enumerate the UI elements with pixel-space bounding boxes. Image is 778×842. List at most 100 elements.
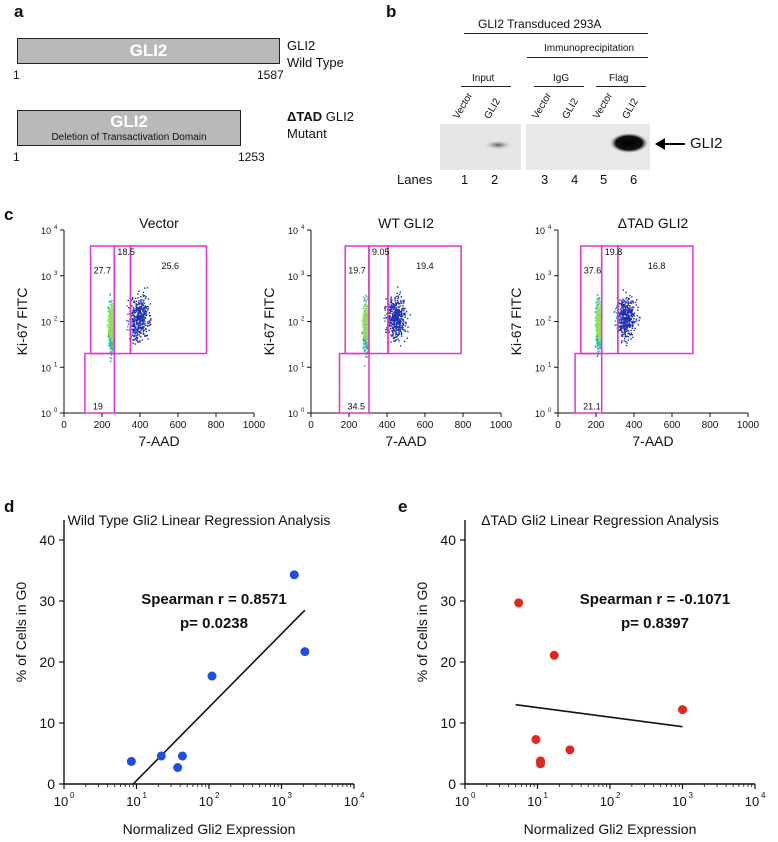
flow-event <box>112 333 115 336</box>
flow-event <box>362 337 365 340</box>
flow-event <box>111 314 113 316</box>
panel-letter-a: a <box>14 2 24 21</box>
flow-event <box>364 337 367 340</box>
flow-event <box>141 314 143 316</box>
flow-event <box>362 339 365 341</box>
flow-event <box>623 324 625 326</box>
flow-event <box>142 326 144 328</box>
x-tick-label: 0 <box>555 420 561 431</box>
flow-event <box>597 348 599 350</box>
gate-g0 <box>84 352 116 414</box>
flow-event <box>130 299 133 302</box>
flow-event <box>366 312 368 314</box>
data-point <box>173 763 183 773</box>
flow-event <box>600 343 602 346</box>
flow-event <box>405 322 407 325</box>
flow-event <box>110 316 112 318</box>
flow-event <box>145 307 147 310</box>
flow-event <box>397 286 399 288</box>
flow-event <box>385 331 387 334</box>
flow-event <box>142 291 145 294</box>
flow-event <box>366 323 368 325</box>
flow-event <box>110 337 113 340</box>
flow-event <box>401 328 403 331</box>
flow-event <box>148 322 150 325</box>
flow-event <box>133 319 135 322</box>
flow-event <box>625 297 627 300</box>
flow-event <box>365 312 367 315</box>
flow-event <box>631 310 633 312</box>
blot-image <box>440 124 650 170</box>
flow-event <box>132 325 135 327</box>
flow-event <box>388 330 390 333</box>
y-tick-exponent: 0 <box>301 408 305 414</box>
flow-event <box>630 306 632 309</box>
flow-event <box>397 328 400 330</box>
flow-event <box>147 307 149 310</box>
flow-event <box>620 302 622 304</box>
flow-event <box>109 356 112 359</box>
flow-event <box>596 328 598 330</box>
flow-event <box>625 341 627 343</box>
flow-event <box>141 303 144 305</box>
flow-event <box>135 318 137 321</box>
data-point <box>536 756 546 766</box>
arrow-label: GLI2 <box>690 135 723 152</box>
flow-event <box>626 342 628 344</box>
flow-event <box>139 332 142 334</box>
flow-event <box>111 326 113 328</box>
flow-event <box>134 338 136 340</box>
flow-event <box>137 331 139 333</box>
flow-event <box>390 298 392 300</box>
flow-event <box>148 324 151 327</box>
flow-event <box>617 320 620 322</box>
flow-event <box>133 321 136 323</box>
flow-event <box>367 311 369 313</box>
flow-event <box>109 344 111 347</box>
flow-event <box>391 334 394 336</box>
flow-event <box>395 308 397 311</box>
x-tick-label: 10 <box>672 794 686 809</box>
flow-event <box>108 332 110 334</box>
flow-event <box>627 302 629 305</box>
flow-event <box>599 330 601 332</box>
flow-event <box>138 307 141 309</box>
flow-event <box>599 326 601 329</box>
mutant-end-residue: 1253 <box>238 150 265 164</box>
flow-event <box>638 316 641 318</box>
flow-event <box>111 306 114 308</box>
flow-event <box>149 321 151 324</box>
flow-event <box>627 314 630 316</box>
flow-event <box>620 303 622 306</box>
flow-event <box>598 313 600 316</box>
flow-event <box>366 309 368 312</box>
flow-event <box>140 301 142 303</box>
flow-event <box>132 309 134 312</box>
flow-event <box>637 309 639 311</box>
flow-event <box>388 311 390 313</box>
flow-event <box>624 303 626 305</box>
gate-label: 19.4 <box>416 261 434 271</box>
flow-event <box>137 317 139 319</box>
flow-event <box>112 314 114 317</box>
flow-event <box>110 360 112 362</box>
wt-start-residue: 1 <box>13 68 20 82</box>
x-tick-label: 1000 <box>737 420 760 431</box>
flow-event <box>596 341 598 343</box>
gate-g2m <box>387 245 462 355</box>
flow-event <box>145 314 147 317</box>
flow-event <box>139 312 141 314</box>
flow-event <box>136 323 138 326</box>
y-tick-label: 10 <box>39 715 55 731</box>
flow-event <box>620 326 622 328</box>
flow-event <box>140 302 142 304</box>
flow-event <box>131 318 134 321</box>
lane-label-2: GLI2 <box>482 96 503 121</box>
flow-event <box>597 344 599 347</box>
flow-event <box>626 296 628 299</box>
flow-event <box>597 329 599 331</box>
flow-event <box>133 317 135 319</box>
flow-event <box>596 305 598 308</box>
flow-event <box>386 328 388 330</box>
flow-event <box>109 294 111 297</box>
